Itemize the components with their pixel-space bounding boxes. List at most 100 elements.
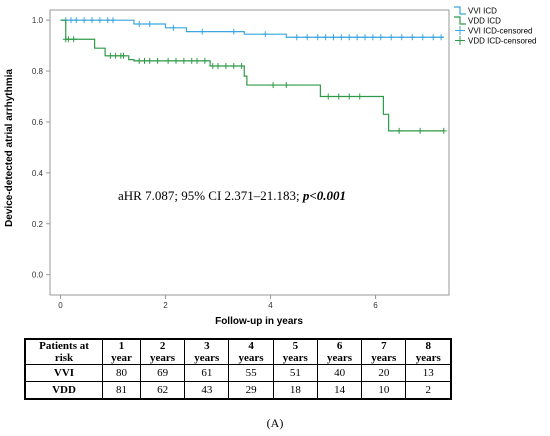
- risk-cell: 40: [316, 364, 363, 382]
- risk-table: Patients at risk 1 year 2 years 3 years 4 ye…: [24, 338, 452, 400]
- series-group: [60, 17, 447, 134]
- censor-mark: [346, 93, 353, 100]
- year-header-3: 3 years: [184, 338, 230, 365]
- risk-header-line2: risk: [54, 352, 74, 364]
- censor-mark: [201, 57, 208, 64]
- year-header-6: 6 years: [316, 338, 363, 365]
- censor-mark: [141, 57, 148, 64]
- censor-mark: [438, 34, 445, 41]
- annotation-text: aHR 7.087; 95% CI 2.371–21.183;: [118, 188, 303, 203]
- y-tick-label: 1.0: [32, 16, 44, 25]
- censor-mark: [110, 17, 116, 24]
- year-unit: years: [194, 352, 220, 364]
- censor-mark: [388, 34, 395, 41]
- y-tick-label: 0.0: [32, 271, 44, 280]
- year-num: 3: [204, 340, 210, 352]
- risk-cell: 81: [102, 381, 141, 400]
- year-header-8: 8 years: [405, 338, 452, 365]
- censor-mark: [262, 31, 269, 38]
- censor-mark: [377, 34, 384, 41]
- risk-cell: 14: [316, 381, 363, 400]
- censor-mark: [409, 34, 416, 41]
- censor-mark: [180, 57, 187, 64]
- risk-cell: 80: [102, 364, 141, 382]
- censor-mark: [146, 57, 153, 64]
- year-unit: years: [327, 352, 353, 364]
- censor-mark: [417, 127, 424, 134]
- censor-mark: [173, 57, 179, 64]
- censor-mark: [222, 62, 229, 69]
- censor-mark: [356, 93, 363, 100]
- censor-mark: [354, 34, 361, 41]
- risk-row-label: VDD: [24, 381, 103, 400]
- risk-header-line1: Patients at: [39, 340, 89, 352]
- legend-label: VDD ICD: [468, 17, 501, 26]
- censor-mark: [194, 57, 200, 64]
- risk-row-vdd: VDD 81 62 43 29 18 14 10 2: [24, 381, 452, 400]
- y-axis-title: Device-detected atrial arrhythmia: [4, 69, 15, 227]
- year-num: 4: [248, 340, 254, 352]
- censor-mark: [188, 57, 195, 64]
- censor-mark: [322, 34, 329, 41]
- x-tick-label: 2: [163, 301, 168, 310]
- censor-mark: [430, 34, 437, 41]
- risk-cell: 61: [184, 364, 230, 382]
- hazard-ratio-annotation: aHR 7.087; 95% CI 2.371–21.183; p<0.001: [118, 188, 346, 203]
- year-num: 1: [118, 340, 125, 352]
- year-unit: years: [371, 352, 397, 364]
- censor-mark: [136, 20, 143, 27]
- censor-mark: [81, 17, 88, 24]
- legend-label: VVI ICD-censored: [468, 27, 532, 36]
- censor-mark: [112, 52, 119, 59]
- x-tick-label: 0: [58, 301, 63, 310]
- censor-mark: [230, 62, 237, 69]
- year-unit: years: [238, 352, 264, 364]
- censor-mark: [154, 57, 161, 64]
- censor-mark: [136, 57, 143, 64]
- series-line-vdd: [60, 19, 444, 132]
- km-chart: Device-detected atrial arrhythmia Follow…: [4, 6, 536, 327]
- censor-mark: [270, 82, 277, 89]
- year-num: 6: [336, 340, 343, 352]
- censor-mark: [293, 34, 300, 41]
- censor-mark: [325, 93, 332, 100]
- risk-cell: 18: [272, 381, 318, 400]
- year-header-7: 7 years: [361, 338, 407, 365]
- risk-row-vvi: VVI 80 69 61 55 51 40 20 13: [24, 364, 452, 382]
- risk-table-header-row: Patients at risk 1 year 2 years 3 years 4 ye…: [24, 338, 452, 365]
- censor-mark: [73, 17, 80, 24]
- censor-mark: [398, 34, 405, 41]
- censor-mark: [369, 34, 376, 41]
- risk-cell: 29: [228, 381, 274, 400]
- risk-cell: 13: [405, 364, 452, 382]
- censor-mark: [89, 17, 95, 24]
- censor-mark: [419, 34, 426, 41]
- risk-cell: 20: [361, 364, 407, 382]
- legend-item: VDD ICD: [454, 16, 501, 26]
- censor-mark: [209, 62, 216, 69]
- censor-mark: [362, 34, 368, 41]
- censor-mark: [314, 34, 321, 41]
- year-unit: year: [111, 352, 132, 364]
- year-num: 5: [292, 340, 299, 352]
- censor-mark: [396, 127, 403, 134]
- legend-label: VDD ICD-censored: [468, 37, 536, 46]
- risk-header-label: Patients at risk: [24, 338, 103, 365]
- x-axis-title: Follow-up in years: [215, 316, 303, 327]
- year-header-5: 5 years: [272, 338, 318, 365]
- y-tick-label: 0.6: [32, 118, 44, 127]
- legend-item: VDD ICD-censored: [455, 36, 536, 46]
- censor-mark: [230, 28, 237, 35]
- censor-mark: [199, 28, 206, 35]
- risk-cell: 2: [405, 381, 452, 400]
- x-tick-label: 6: [373, 301, 378, 310]
- censor-mark: [346, 34, 353, 41]
- y-tick-label: 0.8: [32, 67, 44, 76]
- censor-mark: [330, 34, 337, 41]
- year-header-1: 1 year: [102, 338, 141, 365]
- risk-cell: 55: [228, 364, 274, 382]
- legend-item: VVI ICD-censored: [455, 26, 532, 36]
- y-tick-label: 0.4: [32, 169, 44, 178]
- censor-mark: [70, 36, 77, 43]
- legend-swatch: [454, 16, 466, 25]
